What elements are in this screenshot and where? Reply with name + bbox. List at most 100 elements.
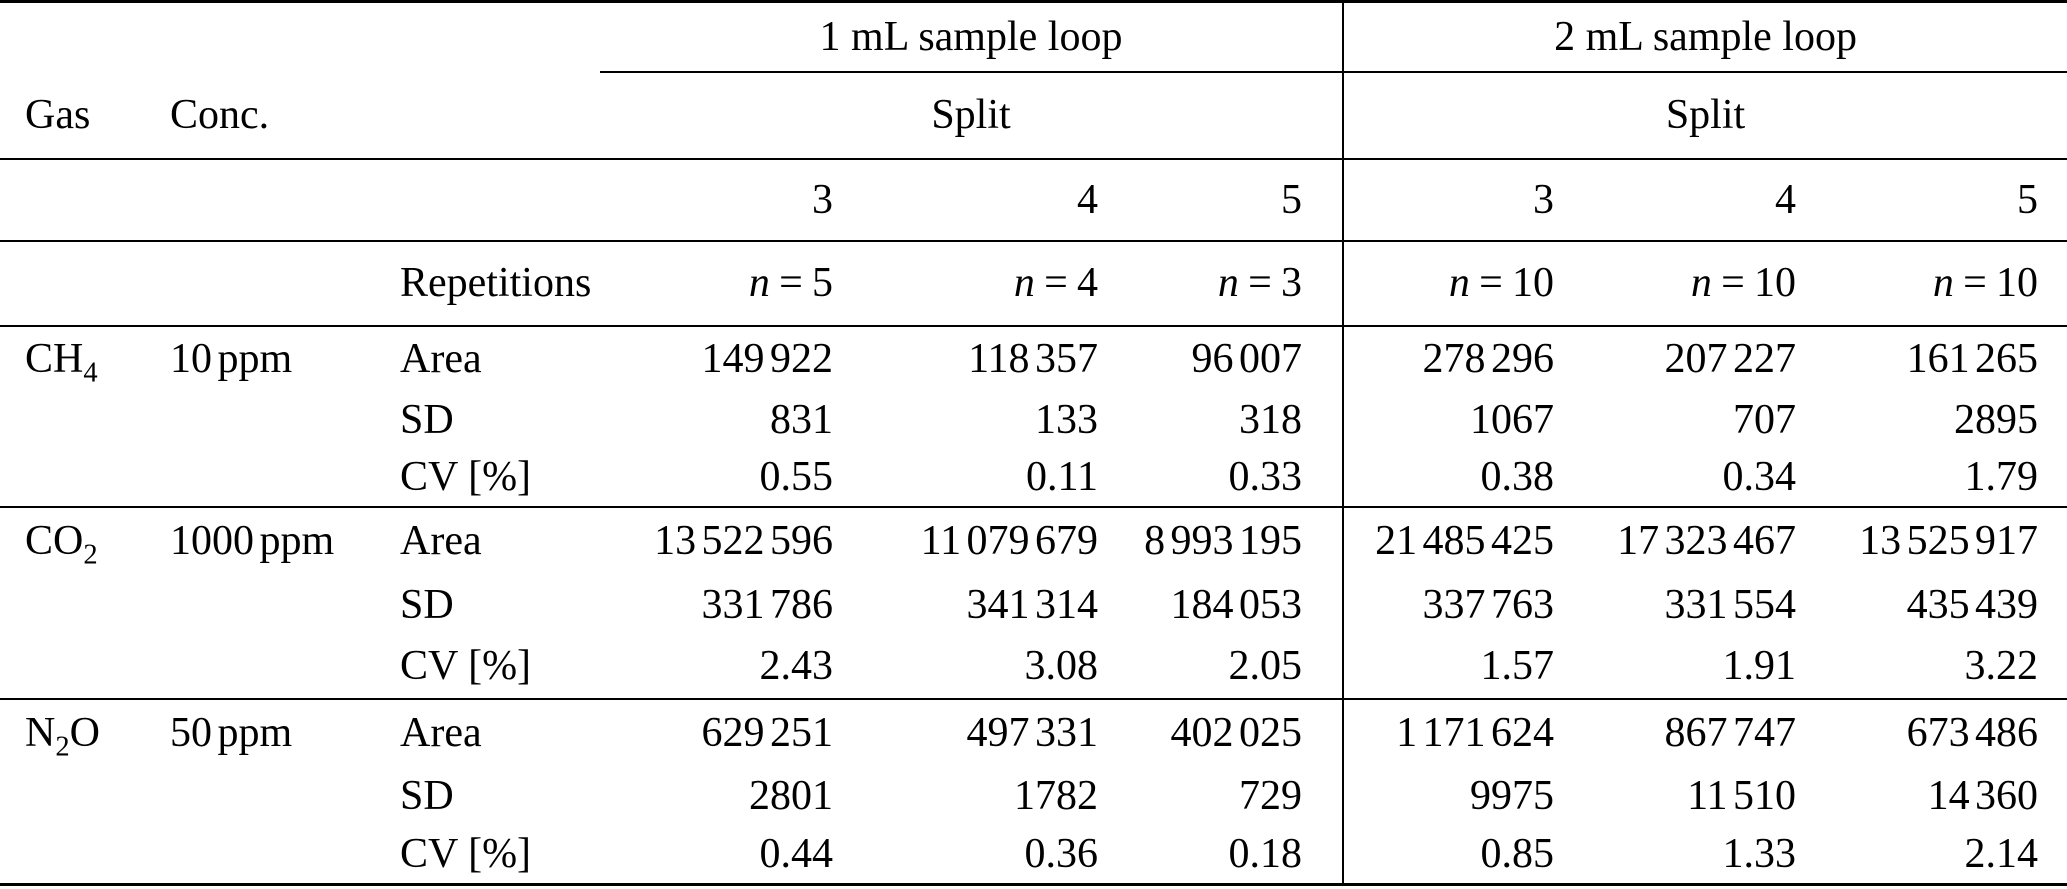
spacer-cell — [395, 157, 600, 241]
spacer-cell — [0, 575, 150, 635]
repetition-count: 3 — [1281, 260, 1303, 306]
value-cell: 118 357 — [840, 324, 1105, 392]
n-symbol: n — [1932, 260, 1954, 306]
value-cell: 0.36 — [1024, 830, 1099, 877]
value-cell: 1782 — [1014, 772, 1098, 819]
value-cell: 0.11 — [1026, 454, 1098, 500]
conc-value: 10 ppm — [150, 324, 395, 392]
value-cell: 1.91 — [1722, 643, 1797, 689]
gas-formula-subscript: 4 — [83, 357, 98, 389]
value-cell: 17 323 467 — [1586, 505, 1829, 575]
spacer-cell — [0, 239, 150, 326]
conc-value: 50 ppm — [150, 697, 395, 767]
gas-formula: CO2 — [0, 505, 150, 575]
data-row: CO2 1000 ppm Area 13 522 596 11 079 679 … — [0, 505, 2067, 575]
repetitions-row: Repetitions n = 5 n = 4 n = 3 n = 10 n = 10 n = 10 — [0, 239, 2067, 326]
data-row: CV [%] 0.55 0.11 0.33 0.38 0.34 1.79 — [0, 448, 2067, 507]
value-cell: 0.18 — [1228, 830, 1303, 877]
value-cell: 96 007 — [1105, 324, 1344, 392]
repetition-count-cell: n = 10 — [1828, 239, 2067, 326]
spacer-cell — [0, 767, 150, 825]
conc-value: 1000 ppm — [150, 505, 395, 575]
value-cell: 9975 — [1342, 766, 1587, 825]
stat-label: SD — [400, 397, 454, 443]
spacer-cell — [150, 635, 395, 699]
gas-formula-base: CH — [25, 336, 84, 382]
header-row-loops: 1 mL sample loop 2 mL sample loop — [0, 1, 2067, 73]
value-cell: 318 — [1239, 397, 1303, 443]
spacer-cell — [0, 825, 150, 885]
value-cell: 8 993 195 — [1105, 505, 1344, 575]
n-symbol: n — [1448, 260, 1470, 306]
stat-label: Area — [395, 505, 600, 575]
spacer-cell — [0, 449, 150, 507]
value-cell: 3.08 — [1024, 643, 1099, 689]
value-cell: 207 227 — [1586, 324, 1829, 392]
value-cell: 867 747 — [1586, 697, 1829, 767]
repetition-count: 10 — [1512, 260, 1555, 306]
repetition-count-cell: n = 10 — [1586, 239, 1829, 326]
value-cell: 0.55 — [759, 454, 834, 500]
split-value-cell: 5 — [1105, 157, 1344, 241]
value-cell: 673 486 — [1828, 697, 2067, 767]
stat-label: CV [%] — [400, 643, 532, 689]
data-row: SD 831 133 318 1067 707 2895 — [0, 391, 2067, 449]
value-cell: 161 265 — [1828, 324, 2067, 392]
split-value-cell: 3 — [600, 157, 840, 241]
value-cell: 11 079 679 — [840, 505, 1105, 575]
gas-formula-base: CO — [25, 518, 84, 564]
value-cell: 278 296 — [1342, 324, 1587, 392]
value-cell: 2895 — [1954, 397, 2039, 443]
header-row-split-values: 3 4 5 3 4 5 — [0, 157, 2067, 241]
n-symbol: n — [1013, 260, 1035, 306]
loop-1ml-header: 1 mL sample loop — [600, 1, 1344, 73]
value-cell: 435 439 — [1906, 581, 2039, 628]
gas-formula-base: N — [25, 710, 56, 756]
data-row: CV [%] 0.44 0.36 0.18 0.85 1.33 2.14 — [0, 824, 2067, 885]
value-cell: 0.44 — [759, 830, 834, 877]
value-cell: 1 171 624 — [1342, 697, 1587, 767]
gas-formula-subscript: 2 — [83, 539, 98, 571]
stat-label: Area — [395, 697, 600, 767]
gas-formula-subscript: 2 — [55, 731, 70, 763]
spacer-cell — [395, 72, 600, 159]
value-cell: 184 053 — [1170, 581, 1303, 628]
value-cell: 0.34 — [1722, 454, 1797, 500]
value-cell: 1067 — [1342, 391, 1587, 449]
data-row: CH4 10 ppm Area 149 922 118 357 96 007 2… — [0, 324, 2067, 392]
value-cell: 831 — [770, 397, 833, 443]
value-cell: 2.43 — [759, 643, 834, 689]
spacer-cell — [150, 239, 395, 326]
stat-label: SD — [400, 772, 454, 819]
value-cell: 0.85 — [1342, 824, 1587, 885]
spacer-cell — [150, 825, 395, 885]
equals-sign: = — [1044, 260, 1068, 306]
spacer-cell — [150, 449, 395, 507]
value-cell: 21 485 425 — [1342, 505, 1587, 575]
value-cell: 331 786 — [701, 581, 833, 628]
repetition-count-cell: n = 4 — [840, 239, 1105, 326]
value-cell: 0.38 — [1342, 448, 1587, 507]
equals-sign: = — [779, 260, 803, 306]
repetition-count: 4 — [1077, 260, 1098, 306]
repetition-count: 5 — [812, 260, 833, 306]
repetition-count: 10 — [1996, 260, 2039, 306]
data-row: SD 2801 1782 729 9975 11 510 14 360 — [0, 766, 2067, 825]
spacer-cell — [0, 635, 150, 699]
split-value-cell: 3 — [1342, 157, 1587, 241]
value-cell: 13 525 917 — [1828, 505, 2067, 575]
split-value-cell: 4 — [1586, 157, 1829, 241]
spacer-cell — [0, 392, 150, 449]
stat-label: SD — [400, 581, 454, 628]
equals-sign: = — [1721, 260, 1745, 306]
repetition-count-cell: n = 3 — [1105, 239, 1344, 326]
repetition-count: 10 — [1754, 260, 1797, 306]
value-cell: 149 922 — [600, 324, 840, 392]
value-cell: 2.05 — [1228, 643, 1303, 689]
data-row: N2O 50 ppm Area 629 251 497 331 402 025 … — [0, 697, 2067, 767]
repetition-count-cell: n = 10 — [1342, 239, 1587, 326]
stat-label: Area — [395, 324, 600, 392]
split-value-cell: 5 — [1828, 157, 2067, 241]
